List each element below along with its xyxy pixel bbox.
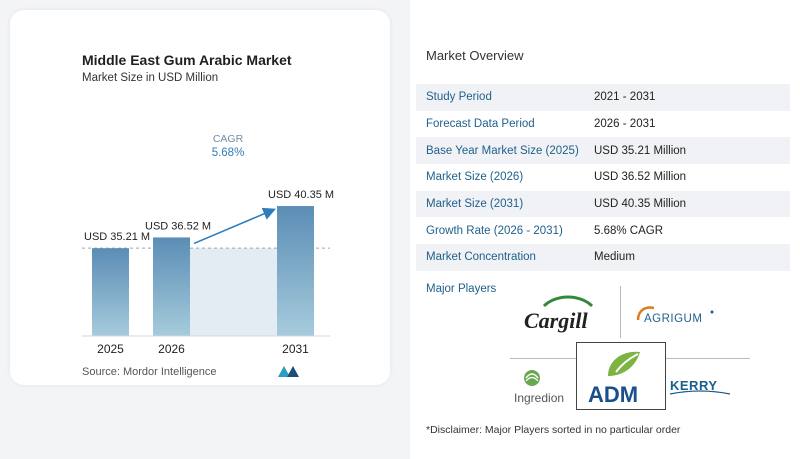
svg-text:ADM: ADM <box>588 382 638 407</box>
overview-row-label: Growth Rate (2026 - 2031) <box>426 224 563 237</box>
overview-row-value: 5.68% CAGR <box>594 224 664 237</box>
overview-row-value: 2026 - 2031 <box>594 118 656 131</box>
overview-row: Growth Rate (2026 - 2031) 5.68% CAGR <box>416 217 790 244</box>
adm-logo-icon: ADM <box>588 351 640 407</box>
growth-shade-region <box>190 248 277 336</box>
overview-row: Market Size (2026) USD 36.52 Million <box>416 164 790 191</box>
major-players-title: Major Players <box>426 283 497 295</box>
overview-title: Market Overview <box>426 48 524 63</box>
overview-row: Forecast Data Period 2026 - 2031 <box>416 111 790 138</box>
data-label: USD 40.35 M <box>268 189 334 201</box>
chart-title: Middle East Gum Arabic Market <box>82 52 292 68</box>
source-text: Source: Mordor Intelligence <box>82 366 217 378</box>
x-tick-label: 2026 <box>158 342 185 356</box>
overview-table: Study Period 2021 - 2031 Forecast Data P… <box>416 84 790 271</box>
bar-2026 <box>153 237 190 336</box>
overview-row-label: Base Year Market Size (2025) <box>426 144 579 157</box>
svg-text:Ingredion: Ingredion <box>514 391 564 405</box>
overview-row-value: USD 35.21 Million <box>594 144 687 157</box>
svg-text:KERRY: KERRY <box>670 378 718 393</box>
overview-row-value: USD 40.35 Million <box>594 198 687 211</box>
adm-logo-box <box>576 342 666 410</box>
cagr-arrow <box>193 207 276 245</box>
overview-row-label: Forecast Data Period <box>426 118 535 131</box>
disclaimer-text: *Disclaimer: Major Players sorted in no … <box>426 424 681 436</box>
bar-2031 <box>277 206 314 336</box>
mordor-intelligence-logo-icon <box>278 366 299 377</box>
overview-row: Base Year Market Size (2025) USD 35.21 M… <box>416 137 790 165</box>
overview-row-label: Market Concentration <box>426 251 536 264</box>
overview-row: Study Period 2021 - 2031 <box>416 84 790 111</box>
kerry-logo-icon: KERRY <box>669 378 731 395</box>
overview-row-label: Market Size (2031) <box>426 198 524 211</box>
cargill-logo-icon: Cargill <box>524 295 594 333</box>
x-tick-label: 2025 <box>97 342 124 356</box>
overview-row-value: Medium <box>594 251 635 264</box>
x-tick-label: 2031 <box>282 342 309 356</box>
data-label: USD 35.21 M <box>84 231 150 243</box>
overview-row-label: Market Size (2026) <box>426 171 524 184</box>
agrigum-logo-icon: AGRIGUM <box>636 306 714 325</box>
overview-row: Market Size (2031) USD 40.35 Million <box>416 190 790 218</box>
cagr-value: 5.68% <box>212 147 245 159</box>
ingredion-logo-icon: Ingredion <box>514 370 564 405</box>
overview-row-value: USD 36.52 Million <box>594 171 687 184</box>
data-label: USD 36.52 M <box>145 220 211 232</box>
overview-row: Market Concentration Medium <box>416 244 790 271</box>
svg-text:Cargill: Cargill <box>524 308 588 333</box>
svg-text:AGRIGUM: AGRIGUM <box>644 313 702 325</box>
overview-row-value: 2021 - 2031 <box>594 91 656 104</box>
bar-2025 <box>92 248 129 336</box>
logo-divider <box>620 286 621 338</box>
major-players-logos: Cargill AGRIGUM Ingredion ADM KERRY <box>510 286 750 410</box>
cagr-label: CAGR <box>213 133 244 145</box>
chart-subtitle: Market Size in USD Million <box>82 72 219 84</box>
overview-row-label: Study Period <box>426 91 492 104</box>
